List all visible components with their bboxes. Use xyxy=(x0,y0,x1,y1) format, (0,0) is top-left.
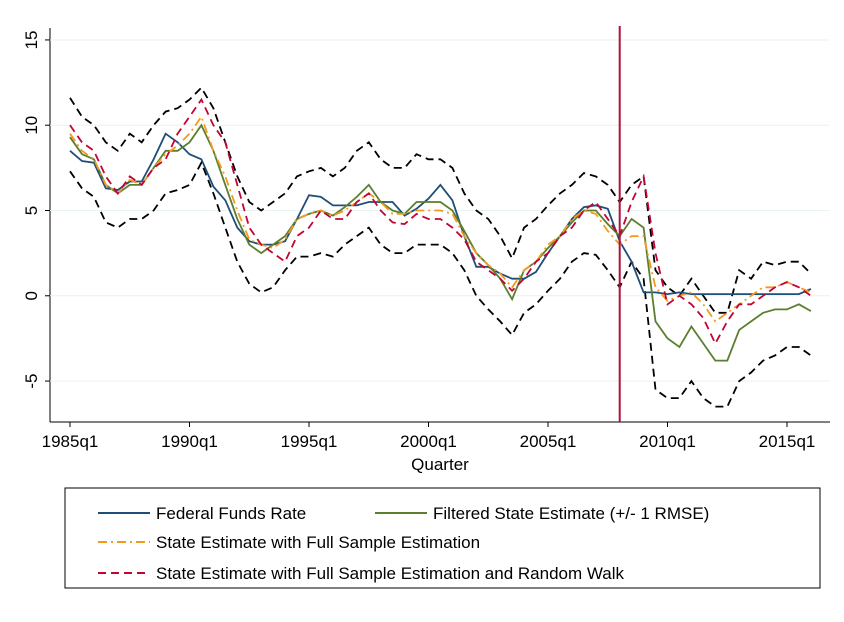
series-line xyxy=(69,97,812,346)
series-line xyxy=(69,86,812,314)
x-tick-label: 2000q1 xyxy=(400,432,457,451)
y-tick-label: 15 xyxy=(22,30,41,49)
x-tick-label: 2015q1 xyxy=(759,432,816,451)
legend-label: State Estimate with Full Sample Estimati… xyxy=(156,533,480,552)
y-tick-label: -5 xyxy=(22,374,41,389)
x-tick-label: 2005q1 xyxy=(520,432,577,451)
series-line xyxy=(69,160,812,408)
series-line xyxy=(69,123,812,362)
x-tick-label: 1985q1 xyxy=(42,432,99,451)
series-line xyxy=(69,114,812,323)
legend-label: State Estimate with Full Sample Estimati… xyxy=(156,564,625,583)
x-tick-label: 2010q1 xyxy=(639,432,696,451)
y-tick-label: 0 xyxy=(22,291,41,300)
y-tick-label: 5 xyxy=(22,206,41,215)
legend-label: Filtered State Estimate (+/- 1 RMSE) xyxy=(433,504,709,523)
legend xyxy=(64,487,821,589)
x-tick-label: 1995q1 xyxy=(281,432,338,451)
x-tick-label: 1990q1 xyxy=(161,432,218,451)
legend-label: Federal Funds Rate xyxy=(156,504,306,523)
x-axis-title: Quarter xyxy=(411,455,469,474)
y-tick-label: 10 xyxy=(22,116,41,135)
series-line xyxy=(69,132,812,296)
